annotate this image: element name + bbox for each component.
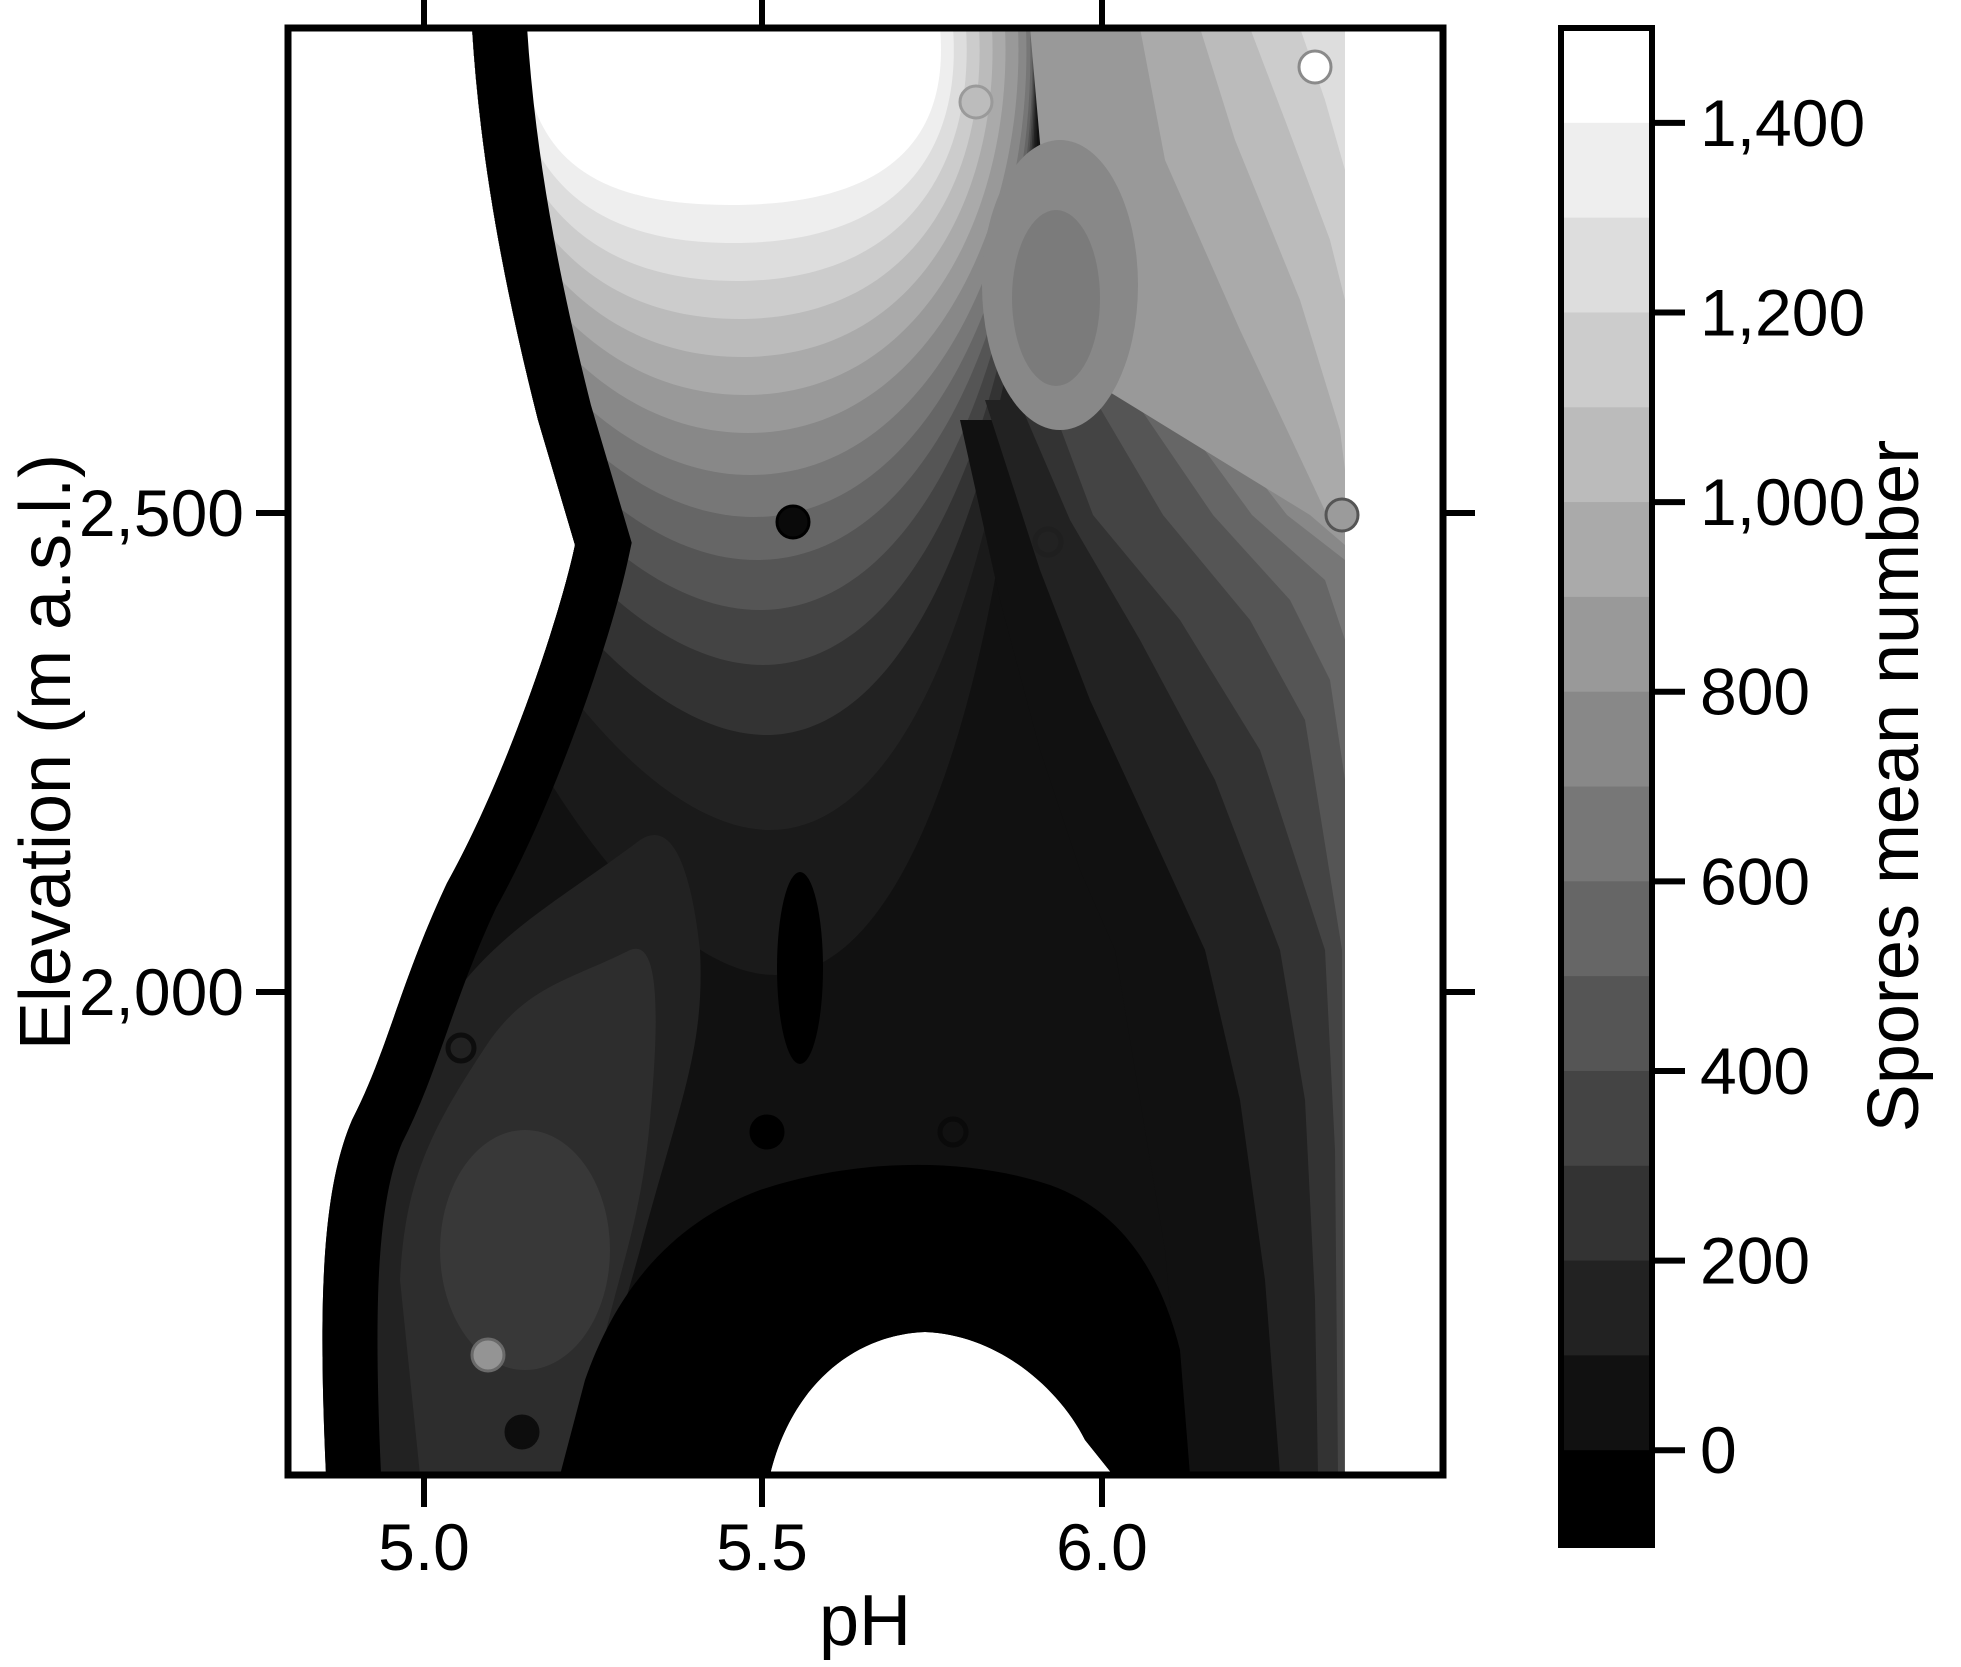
colorbar-tick-label: 1,400 [1700, 86, 1865, 160]
observation-point [1032, 526, 1064, 558]
bottomleft-blob-core [440, 1130, 610, 1370]
y-tick-label: 2,000 [79, 955, 244, 1029]
y-tick-label: 2,500 [79, 476, 244, 550]
colorbar-tick-label: 200 [1700, 1224, 1810, 1298]
axis-ticks: 5.0 5.5 6.0 2,500 2,000 [79, 0, 1475, 1584]
colorbar-tick-label: 0 [1700, 1413, 1737, 1487]
x-tick-label: 6.0 [1056, 1510, 1148, 1584]
colorbar-tick-label: 1,200 [1700, 275, 1865, 349]
colorbar-segment [1561, 407, 1652, 504]
colorbar-segment [1561, 1355, 1652, 1452]
colorbar-segment [1561, 691, 1652, 788]
colorbar-segment [1561, 217, 1652, 314]
colorbar-segment [1561, 786, 1652, 883]
x-tick-label: 5.5 [716, 1510, 808, 1584]
peak-ring [520, 28, 941, 205]
colorbar-ticks: 1,400 1,200 1,000 800 600 400 200 0 [1655, 86, 1865, 1487]
y-axis-title: Elevation (m a.s.l.) [6, 454, 86, 1050]
observation-point [958, 84, 994, 120]
colorbar-segment [1561, 28, 1652, 124]
right-band [1060, 340, 1345, 1475]
black-streak [777, 872, 823, 1064]
colorbar-segment [1561, 1260, 1652, 1357]
observation-point [504, 1414, 540, 1450]
colorbar-segment [1561, 596, 1652, 693]
colorbar-border [1558, 25, 1655, 1548]
observation-point [1324, 497, 1360, 533]
colorbar [1561, 28, 1652, 1546]
observation-point [445, 1032, 477, 1064]
observation-point [1297, 49, 1333, 85]
colorbar-segment [1561, 1070, 1652, 1167]
colorbar-tick-label: 600 [1700, 844, 1810, 918]
saddle-dip-inner [1012, 210, 1100, 386]
right-band [1250, 28, 1345, 300]
colorbar-segment [1561, 122, 1652, 219]
colorbar-segment [1561, 1450, 1652, 1546]
observation-point [749, 1114, 785, 1150]
observation-points [445, 49, 1360, 1450]
colorbar-tick-label: 1,000 [1700, 465, 1865, 539]
right-band [1300, 28, 1345, 170]
x-tick-label: 5.0 [378, 1510, 470, 1584]
x-axis-title: pH [819, 1581, 911, 1661]
observation-point [937, 1116, 969, 1148]
observation-point [470, 1337, 506, 1373]
colorbar-tick-label: 800 [1700, 655, 1810, 729]
colorbar-segment [1561, 881, 1652, 978]
colorbar-tick-label: 400 [1700, 1034, 1810, 1108]
panel-border [284, 24, 1447, 1479]
observation-point [775, 504, 811, 540]
colorbar-segment [1561, 1165, 1652, 1262]
colorbar-segment [1561, 976, 1652, 1072]
colorbar-segment [1561, 312, 1652, 409]
colorbar-title: Spores mean number [1854, 440, 1934, 1132]
colorbar-segment [1561, 502, 1652, 598]
cliff-black-rim [322, 28, 632, 1475]
contour-surface [322, 28, 1345, 1475]
